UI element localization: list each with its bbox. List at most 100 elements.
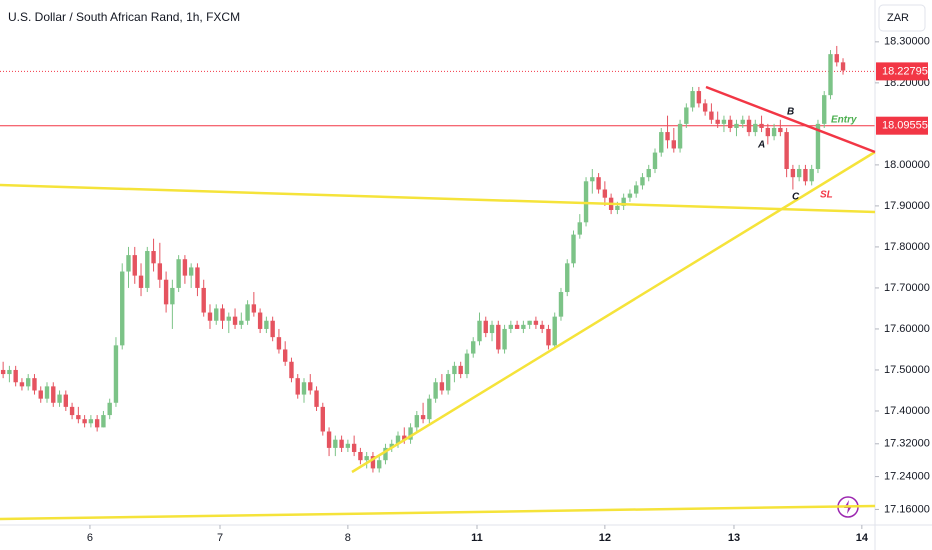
y-tick-label: 17.70000 [884,282,930,294]
candle-body [182,259,188,276]
candle-body [395,435,401,444]
candle-body [734,123,739,128]
candle-body [326,431,332,448]
candle-body [433,382,438,399]
candle-body [270,320,275,338]
drawings [0,85,876,521]
y-tick-label: 17.24000 [884,471,930,483]
candle-body [659,132,664,153]
candle-body [790,168,796,178]
trendline [705,85,876,154]
candle-body [226,316,231,321]
candle-body [220,308,225,321]
candle-body [452,365,457,375]
candle-body [63,394,69,407]
candle-body [414,415,420,428]
candle-body [828,54,833,96]
annotation: B [787,107,794,118]
candle-body [308,382,313,391]
y-tick-label: 17.16000 [884,503,930,515]
currency-label[interactable]: ZAR [887,12,909,24]
candle-body [514,324,520,329]
candle-body [627,193,633,198]
candle-body [728,119,733,128]
candle-body [496,324,501,350]
candle-body [69,406,75,416]
candle-body [408,427,413,440]
annotation: Entry [831,115,857,126]
candle-body [13,369,18,383]
candle-body [188,267,194,276]
candle-body [803,168,808,182]
candle-body [239,320,244,325]
candle-body [715,119,720,124]
candle-body [207,312,213,321]
candle-body [696,91,702,104]
candle-body [508,324,514,329]
candle-body [138,275,144,288]
candle-body [420,415,426,420]
candle-body [771,127,777,137]
candle-body [214,308,219,321]
x-tick-label: 8 [345,532,351,544]
candle-body [596,177,601,190]
y-tick-label: 17.80000 [884,241,930,253]
candle-body [32,378,37,391]
candle-body [351,443,357,452]
candle-body [633,185,639,194]
trendline [0,504,876,521]
candle-body [690,91,695,108]
y-tick-label: 17.40000 [884,405,930,417]
candle-body [646,168,651,178]
trendline [351,150,876,474]
candle-body [264,320,269,329]
candle-body [709,111,714,120]
annotation: C [792,192,800,203]
y-tick-label: 18.00000 [884,159,930,171]
chart-title: U.S. Dollar / South African Rand, 1h, FX… [8,10,240,24]
candle-body [364,456,369,461]
candle-body [502,328,507,350]
candle-body [88,419,94,424]
candle-body [558,292,564,317]
candle-body [702,103,708,112]
candle-body [784,132,789,169]
candle-body [282,349,288,362]
candle-body [151,251,156,264]
candle-body [389,443,394,448]
candle-body [76,415,81,420]
price-label: 18.22795 [882,65,928,77]
candle-body [82,419,87,424]
candle-body [57,394,62,403]
price-label-box [876,116,928,135]
candle-body [26,378,31,387]
candle-body [44,386,50,399]
candle-body [464,353,470,375]
candle-body [822,95,827,124]
candle-body [126,255,131,272]
candle-body [577,222,582,235]
candle-body [552,316,557,346]
candle-body [615,205,620,210]
candle-body [132,255,137,276]
candle-body [94,419,100,428]
x-tick-label: 7 [217,532,223,544]
candle-body [796,168,802,178]
candle-body [201,287,206,313]
candle-body [834,54,839,63]
candle-body [19,382,25,387]
candle-body [765,127,771,137]
candle-body [377,460,382,469]
candle-body [339,439,344,448]
candle-body [671,140,676,149]
candle-body [759,123,764,128]
candle-body [320,406,325,432]
candle-body [571,234,576,264]
candle-body [358,451,363,461]
candle-body [477,320,482,342]
currency-button[interactable] [878,4,926,32]
candle-body [652,152,658,169]
candle-body [163,279,169,305]
x-tick-label: 13 [728,532,740,544]
